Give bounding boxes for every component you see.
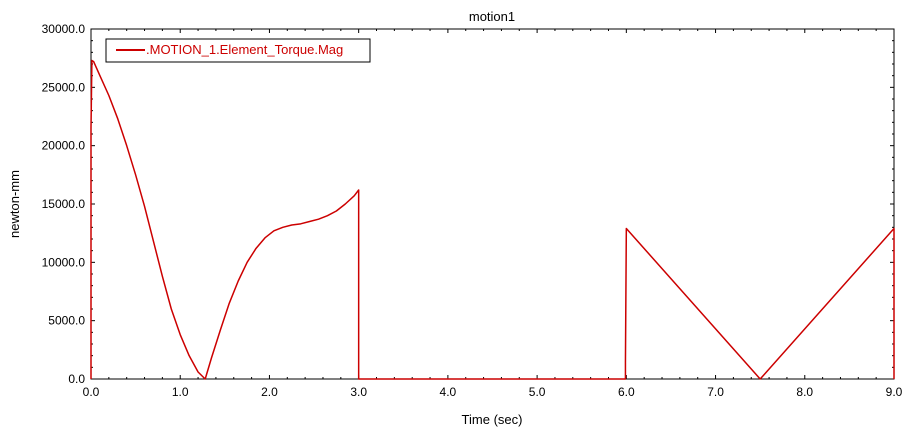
x-tick-label: 2.0 [261,385,278,399]
x-tick-label: 9.0 [886,385,903,399]
y-tick-label: 20000.0 [42,139,86,153]
y-tick-label: 10000.0 [42,255,86,269]
x-tick-label: 7.0 [707,385,724,399]
x-tick-label: 8.0 [796,385,813,399]
y-tick-label: 30000.0 [42,22,86,36]
x-axis-title: Time (sec) [462,412,523,427]
x-tick-label: 0.0 [83,385,100,399]
chart-title: motion1 [469,9,515,24]
plot-area [90,28,895,380]
y-axis-title: newton-mm [7,170,22,238]
x-tick-label: 3.0 [350,385,367,399]
legend: .MOTION_1.Element_Torque.Mag [105,38,371,63]
x-tick-label: 1.0 [172,385,189,399]
y-axis: 0.0 5000.0 10000.0 15000.0 20000.0 25000.0 300… [42,22,894,386]
y-tick-label: 5000.0 [48,314,85,328]
y-tick-label: 25000.0 [42,80,86,94]
x-tick-label: 6.0 [618,385,635,399]
series-line-element-torque-mag [90,59,895,380]
x-tick-label: 5.0 [529,385,546,399]
legend-box [105,38,371,63]
x-tick-label: 4.0 [440,385,457,399]
y-tick-label: 0.0 [68,372,85,386]
legend-label: .MOTION_1.Element_Torque.Mag [146,42,343,57]
y-tick-label: 15000.0 [42,197,86,211]
